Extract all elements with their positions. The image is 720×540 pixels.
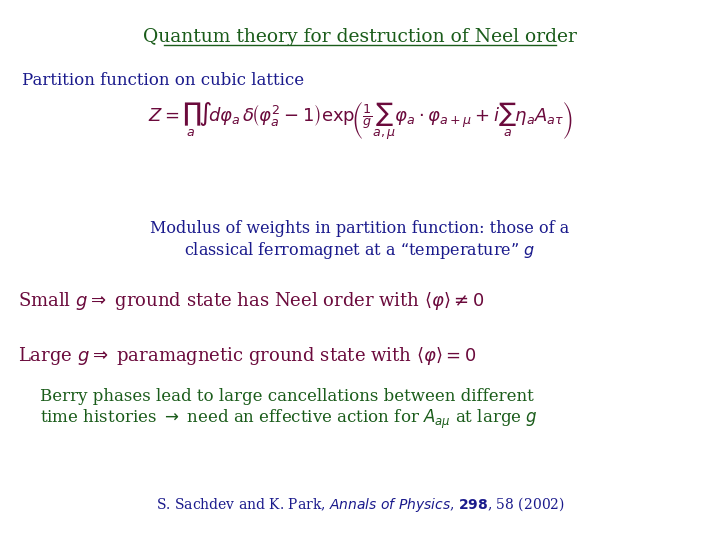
Text: Large $g \Rightarrow$ paramagnetic ground state with $\langle\varphi\rangle = 0$: Large $g \Rightarrow$ paramagnetic groun… <box>18 345 477 367</box>
Text: Modulus of weights in partition function: those of a: Modulus of weights in partition function… <box>150 220 570 237</box>
Text: classical ferromagnet at a “temperature” $g$: classical ferromagnet at a “temperature”… <box>184 240 536 261</box>
Text: Partition function on cubic lattice: Partition function on cubic lattice <box>22 72 304 89</box>
Text: S. Sachdev and K. Park, $\mathit{Annals\ of\ Physics}$, $\mathbf{298}$, 58 (2002: S. Sachdev and K. Park, $\mathit{Annals\… <box>156 495 564 514</box>
Text: $Z = \prod_a \int\! d\varphi_a\, \delta\!\left(\varphi_a^2 - 1\right)\mathrm{exp: $Z = \prod_a \int\! d\varphi_a\, \delta\… <box>148 100 572 141</box>
Text: time histories $\rightarrow$ need an effective action for $A_{a\mu}$ at large $g: time histories $\rightarrow$ need an eff… <box>40 408 538 431</box>
Text: Quantum theory for destruction of Neel order: Quantum theory for destruction of Neel o… <box>143 28 577 46</box>
Text: Small $g \Rightarrow$ ground state has Neel order with $\langle\varphi\rangle \n: Small $g \Rightarrow$ ground state has N… <box>18 290 485 312</box>
Text: Berry phases lead to large cancellations between different: Berry phases lead to large cancellations… <box>40 388 534 405</box>
